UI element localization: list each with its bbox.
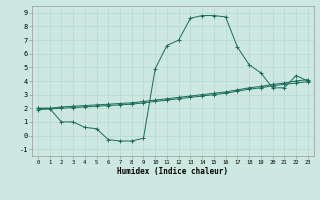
X-axis label: Humidex (Indice chaleur): Humidex (Indice chaleur) xyxy=(117,167,228,176)
